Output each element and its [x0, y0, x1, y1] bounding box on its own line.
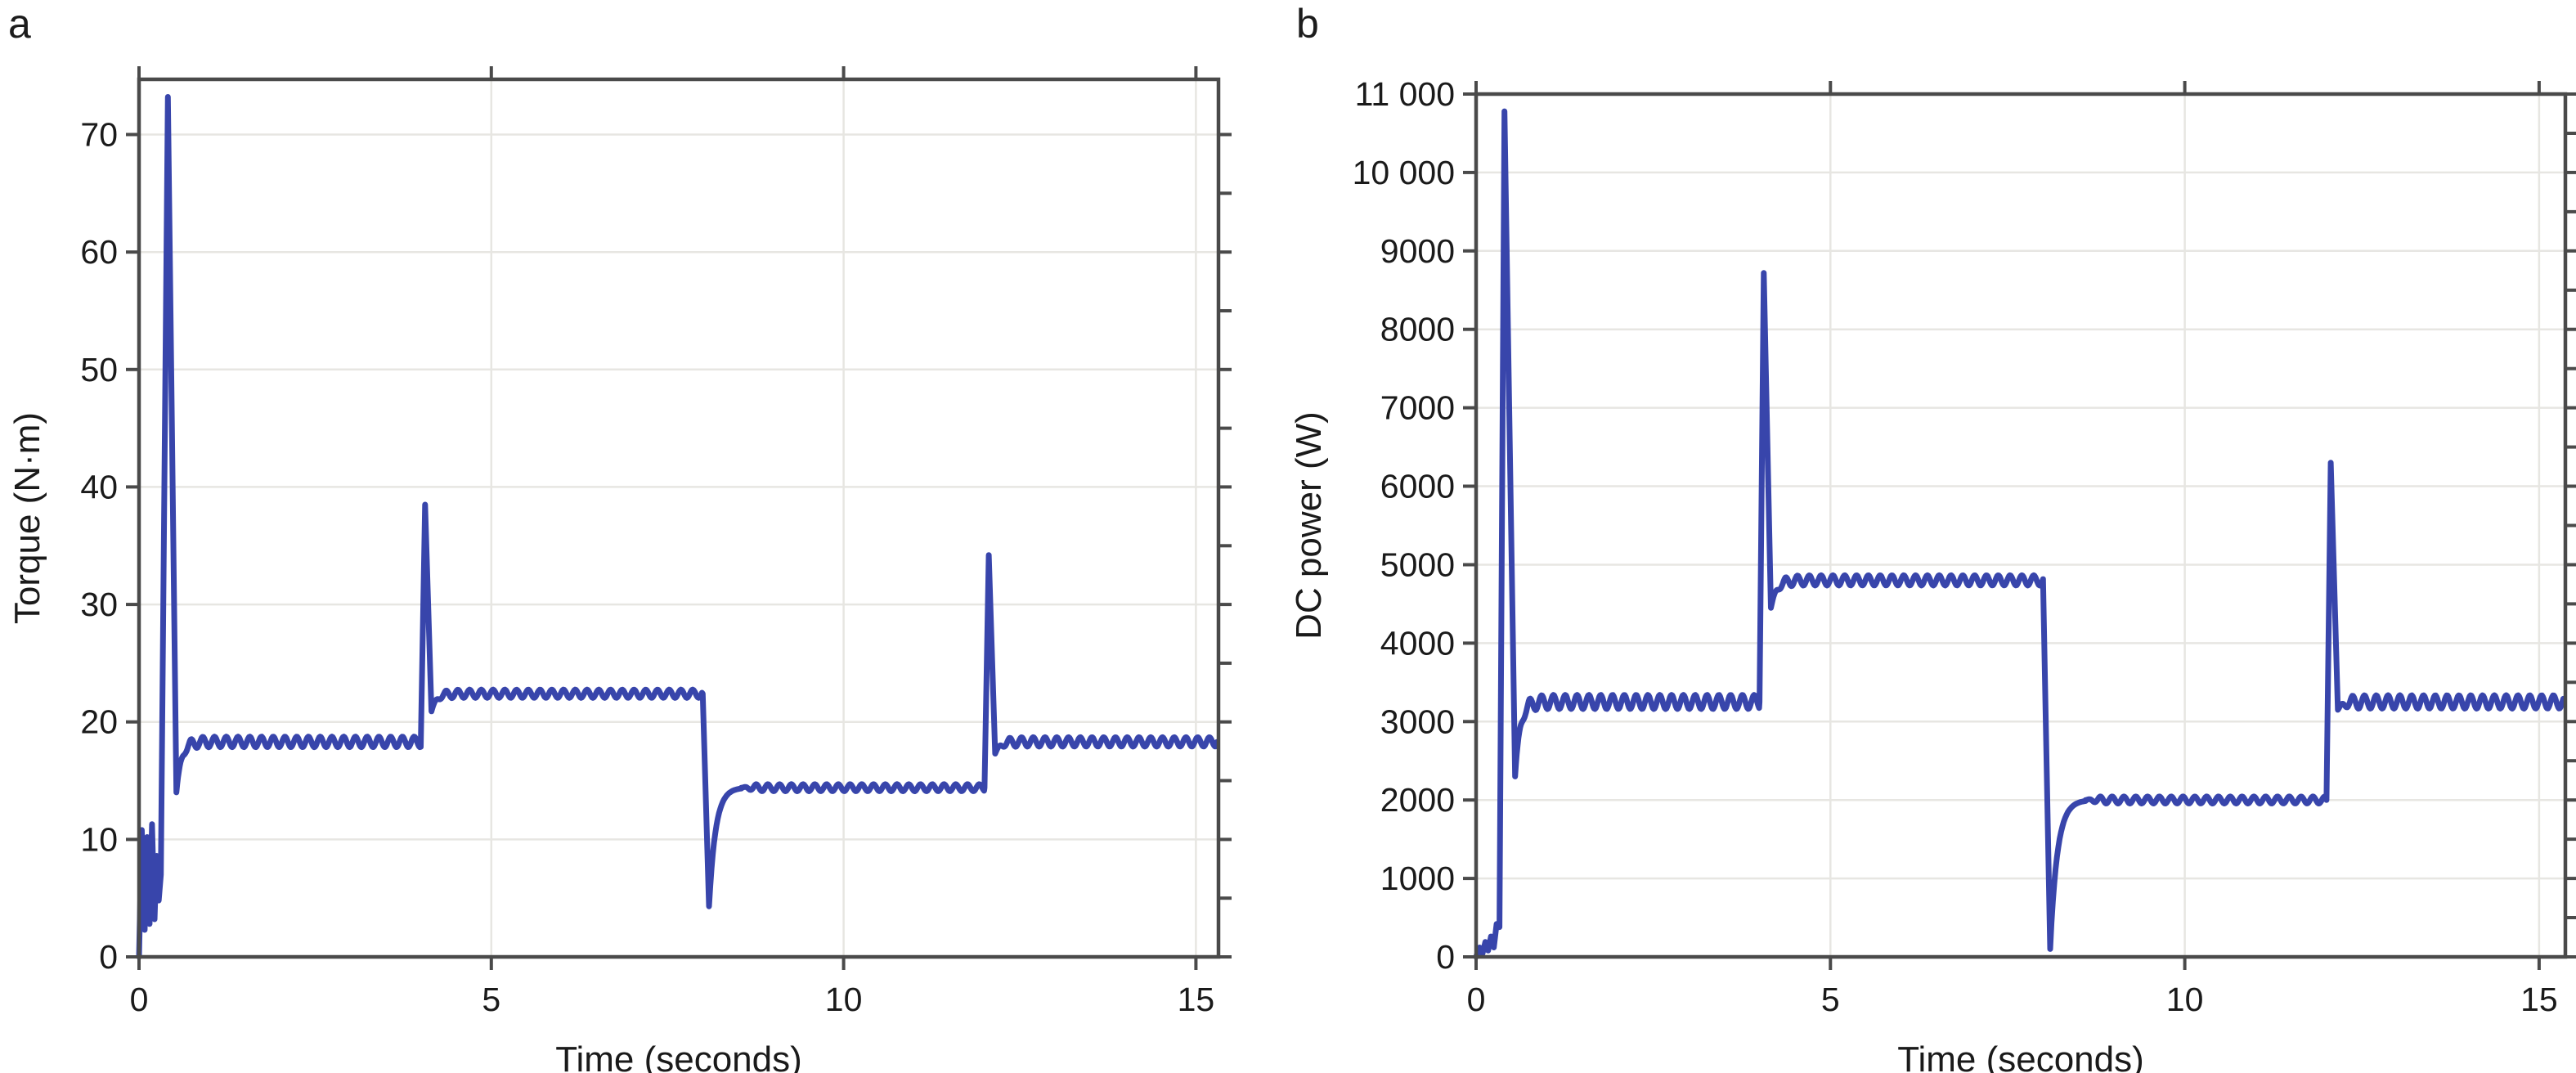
panel-a: a 0 5 10 15 0 10 20 30 40 50 60 70 Time (seconds) Tor…: [7, 1, 1232, 1073]
panel-b-corner-label: b: [1296, 1, 1319, 47]
y-tick-label: 3000: [1380, 703, 1455, 740]
y-tick-label: 10: [80, 820, 118, 858]
y-tick-label: 50: [80, 351, 118, 388]
y-axis-label: DC power (W): [1289, 411, 1329, 640]
y-tick-label: 7000: [1380, 389, 1455, 427]
panel-a-corner-label: a: [8, 1, 31, 47]
y-tick-label: 0: [99, 938, 118, 976]
data-trace: [136, 94, 1220, 960]
y-tick-label: 10 000: [1353, 154, 1455, 191]
x-tick-label: 0: [1467, 981, 1486, 1018]
data-trace: [1473, 108, 2567, 960]
x-tick-label: 5: [482, 981, 500, 1018]
plot-box: [137, 77, 1221, 959]
plot-box: [1474, 92, 2568, 959]
x-tick-label: 10: [825, 981, 863, 1018]
x-tick-label: 0: [130, 981, 149, 1018]
y-tick-label: 8000: [1380, 311, 1455, 348]
y-tick-label: 1000: [1380, 860, 1455, 897]
y-tick-label: 5000: [1380, 546, 1455, 584]
x-tick-label: 5: [1821, 981, 1840, 1018]
y-tick-label: 0: [1436, 938, 1455, 976]
y-tick-label: 70: [80, 116, 118, 154]
x-tick-label: 15: [1178, 981, 1215, 1018]
y-axis-label: Torque (N·m): [7, 412, 47, 624]
x-axis-label: Time (seconds): [555, 1039, 802, 1073]
y-tick-label: 20: [80, 703, 118, 741]
panel-b: b 0 5 10 15 0 1000 2000 3000 4000 5000 6000 7000 800…: [1288, 0, 2576, 1073]
y-tick-label: 9000: [1380, 232, 1455, 270]
y-tick-label: 2000: [1380, 781, 1455, 819]
x-axis-label: Time (seconds): [1897, 1039, 2144, 1073]
y-tick-label: 40: [80, 468, 118, 505]
chart-svg: 0 5 10 15 0 1000 2000 3000 4000 5000 6000 7000 8000 9…: [1289, 75, 2576, 1073]
chart-svg: 0 5 10 15 0 10 20 30 40 50 60 70 Time (seconds) Torqu…: [7, 66, 1232, 1073]
x-tick-label: 10: [2166, 981, 2204, 1018]
y-tick-label: 4000: [1380, 624, 1455, 662]
y-tick-label: 6000: [1380, 468, 1455, 505]
x-tick-label: 15: [2520, 981, 2558, 1018]
y-tick-label: 60: [80, 233, 118, 271]
y-tick-label: 30: [80, 586, 118, 623]
y-tick-label: 11 000: [1355, 75, 1455, 113]
